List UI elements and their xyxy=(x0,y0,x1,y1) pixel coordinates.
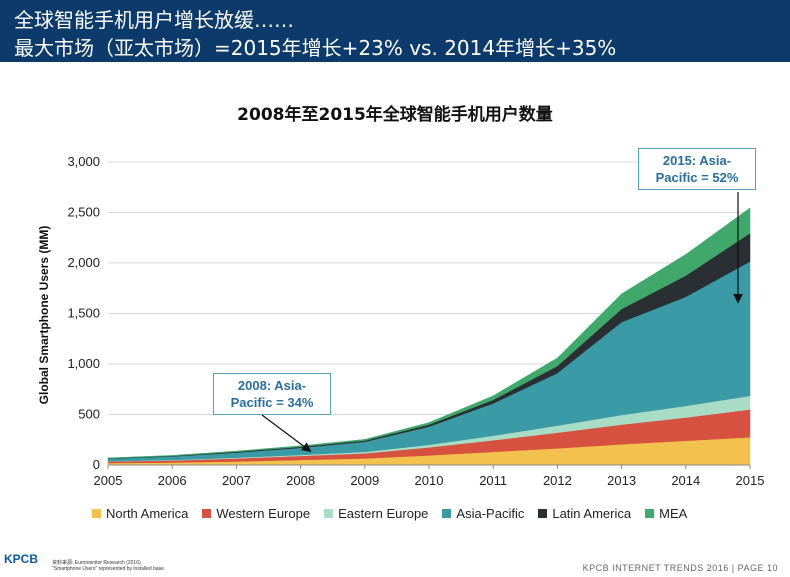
legend-item: Asia-Pacific xyxy=(442,506,524,521)
y-tick-label: 500 xyxy=(78,407,100,422)
x-tick-label: 2010 xyxy=(415,473,444,488)
callout-text-line: 2015: Asia- xyxy=(662,153,732,168)
area-series xyxy=(107,207,751,466)
legend-item: North America xyxy=(92,506,188,521)
legend-item: Latin America xyxy=(538,506,631,521)
x-tick-label: 2007 xyxy=(222,473,251,488)
y-tick-label: 2,500 xyxy=(67,205,100,220)
page-footer: KPCB INTERNET TRENDS 2016 | PAGE 10 xyxy=(582,563,778,573)
legend-label: MEA xyxy=(659,506,688,521)
callout-text-line: Pacific = 34% xyxy=(230,395,314,410)
x-tick-label: 2012 xyxy=(543,473,572,488)
x-tick-label: 2014 xyxy=(671,473,700,488)
legend-label: Western Europe xyxy=(216,506,311,521)
legend-swatch xyxy=(538,509,548,518)
headline-line-2: 最大市场（亚太市场）=2015年增长+23% vs. 2014年增长+35% xyxy=(14,36,617,60)
kpcb-logo: KPCB xyxy=(4,552,39,566)
legend-label: North America xyxy=(106,506,189,521)
x-tick-label: 2011 xyxy=(479,473,507,488)
legend-swatch xyxy=(442,509,452,518)
callout-2008: 2008: Asia- Pacific = 34% xyxy=(213,373,331,415)
x-tick-label: 2008 xyxy=(286,473,315,488)
legend-item: Eastern Europe xyxy=(324,506,428,521)
legend-item: MEA xyxy=(645,506,687,521)
y-tick-label: 2,000 xyxy=(67,255,100,270)
legend-item: Western Europe xyxy=(202,506,310,521)
legend-swatch xyxy=(202,509,212,518)
legend-swatch xyxy=(324,509,334,518)
y-tick-label: 3,000 xyxy=(67,154,100,169)
legend-label: Asia-Pacific xyxy=(456,506,525,521)
callout-arrow-2008 xyxy=(261,414,312,453)
legend-swatch xyxy=(92,509,101,518)
y-tick-label: 1,500 xyxy=(67,306,100,321)
axes: 0 500 1,000 1,500 2,000 2,500 3,000 2005 2006 200… xyxy=(67,154,764,488)
callout-text-line: Pacific = 52% xyxy=(655,170,739,185)
source-note: 资料来源: Euromonitor Research (2016) "Smart… xyxy=(52,560,165,572)
chart-title: 2008年至2015年全球智能手机用户数量 xyxy=(237,105,553,125)
header-bar: 全球智能手机用户增长放缓…… 最大市场（亚太市场）=2015年增长+23% vs… xyxy=(0,0,790,62)
source-note-line-2: "Smartphone Users" represented by instal… xyxy=(52,566,166,572)
legend-swatch xyxy=(645,509,655,518)
x-tick-label: 2005 xyxy=(94,473,123,488)
area-mea xyxy=(107,207,751,459)
legend-label: Eastern Europe xyxy=(338,506,429,521)
callout-2015: 2015: Asia- Pacific = 52% xyxy=(638,148,756,190)
y-tick-label: 0 xyxy=(93,457,100,472)
y-tick-label: 1,000 xyxy=(67,356,100,371)
callout-text-line: 2008: Asia- xyxy=(237,378,307,393)
y-axis-label: Global Smartphone Users (MM) xyxy=(37,226,51,405)
source-note-line-1: 资料来源: Euromonitor Research (2016) xyxy=(52,560,141,566)
x-tick-label: 2013 xyxy=(607,473,636,488)
legend: North America Western Europe Eastern Europ… xyxy=(92,506,687,521)
legend-label: Latin America xyxy=(552,506,632,521)
x-tick-label: 2006 xyxy=(158,473,187,488)
x-tick-label: 2009 xyxy=(350,473,379,488)
callout-arrows xyxy=(261,192,743,453)
headline-line-1: 全球智能手机用户增长放缓…… xyxy=(14,8,294,32)
x-tick-label: 2015 xyxy=(736,473,765,488)
